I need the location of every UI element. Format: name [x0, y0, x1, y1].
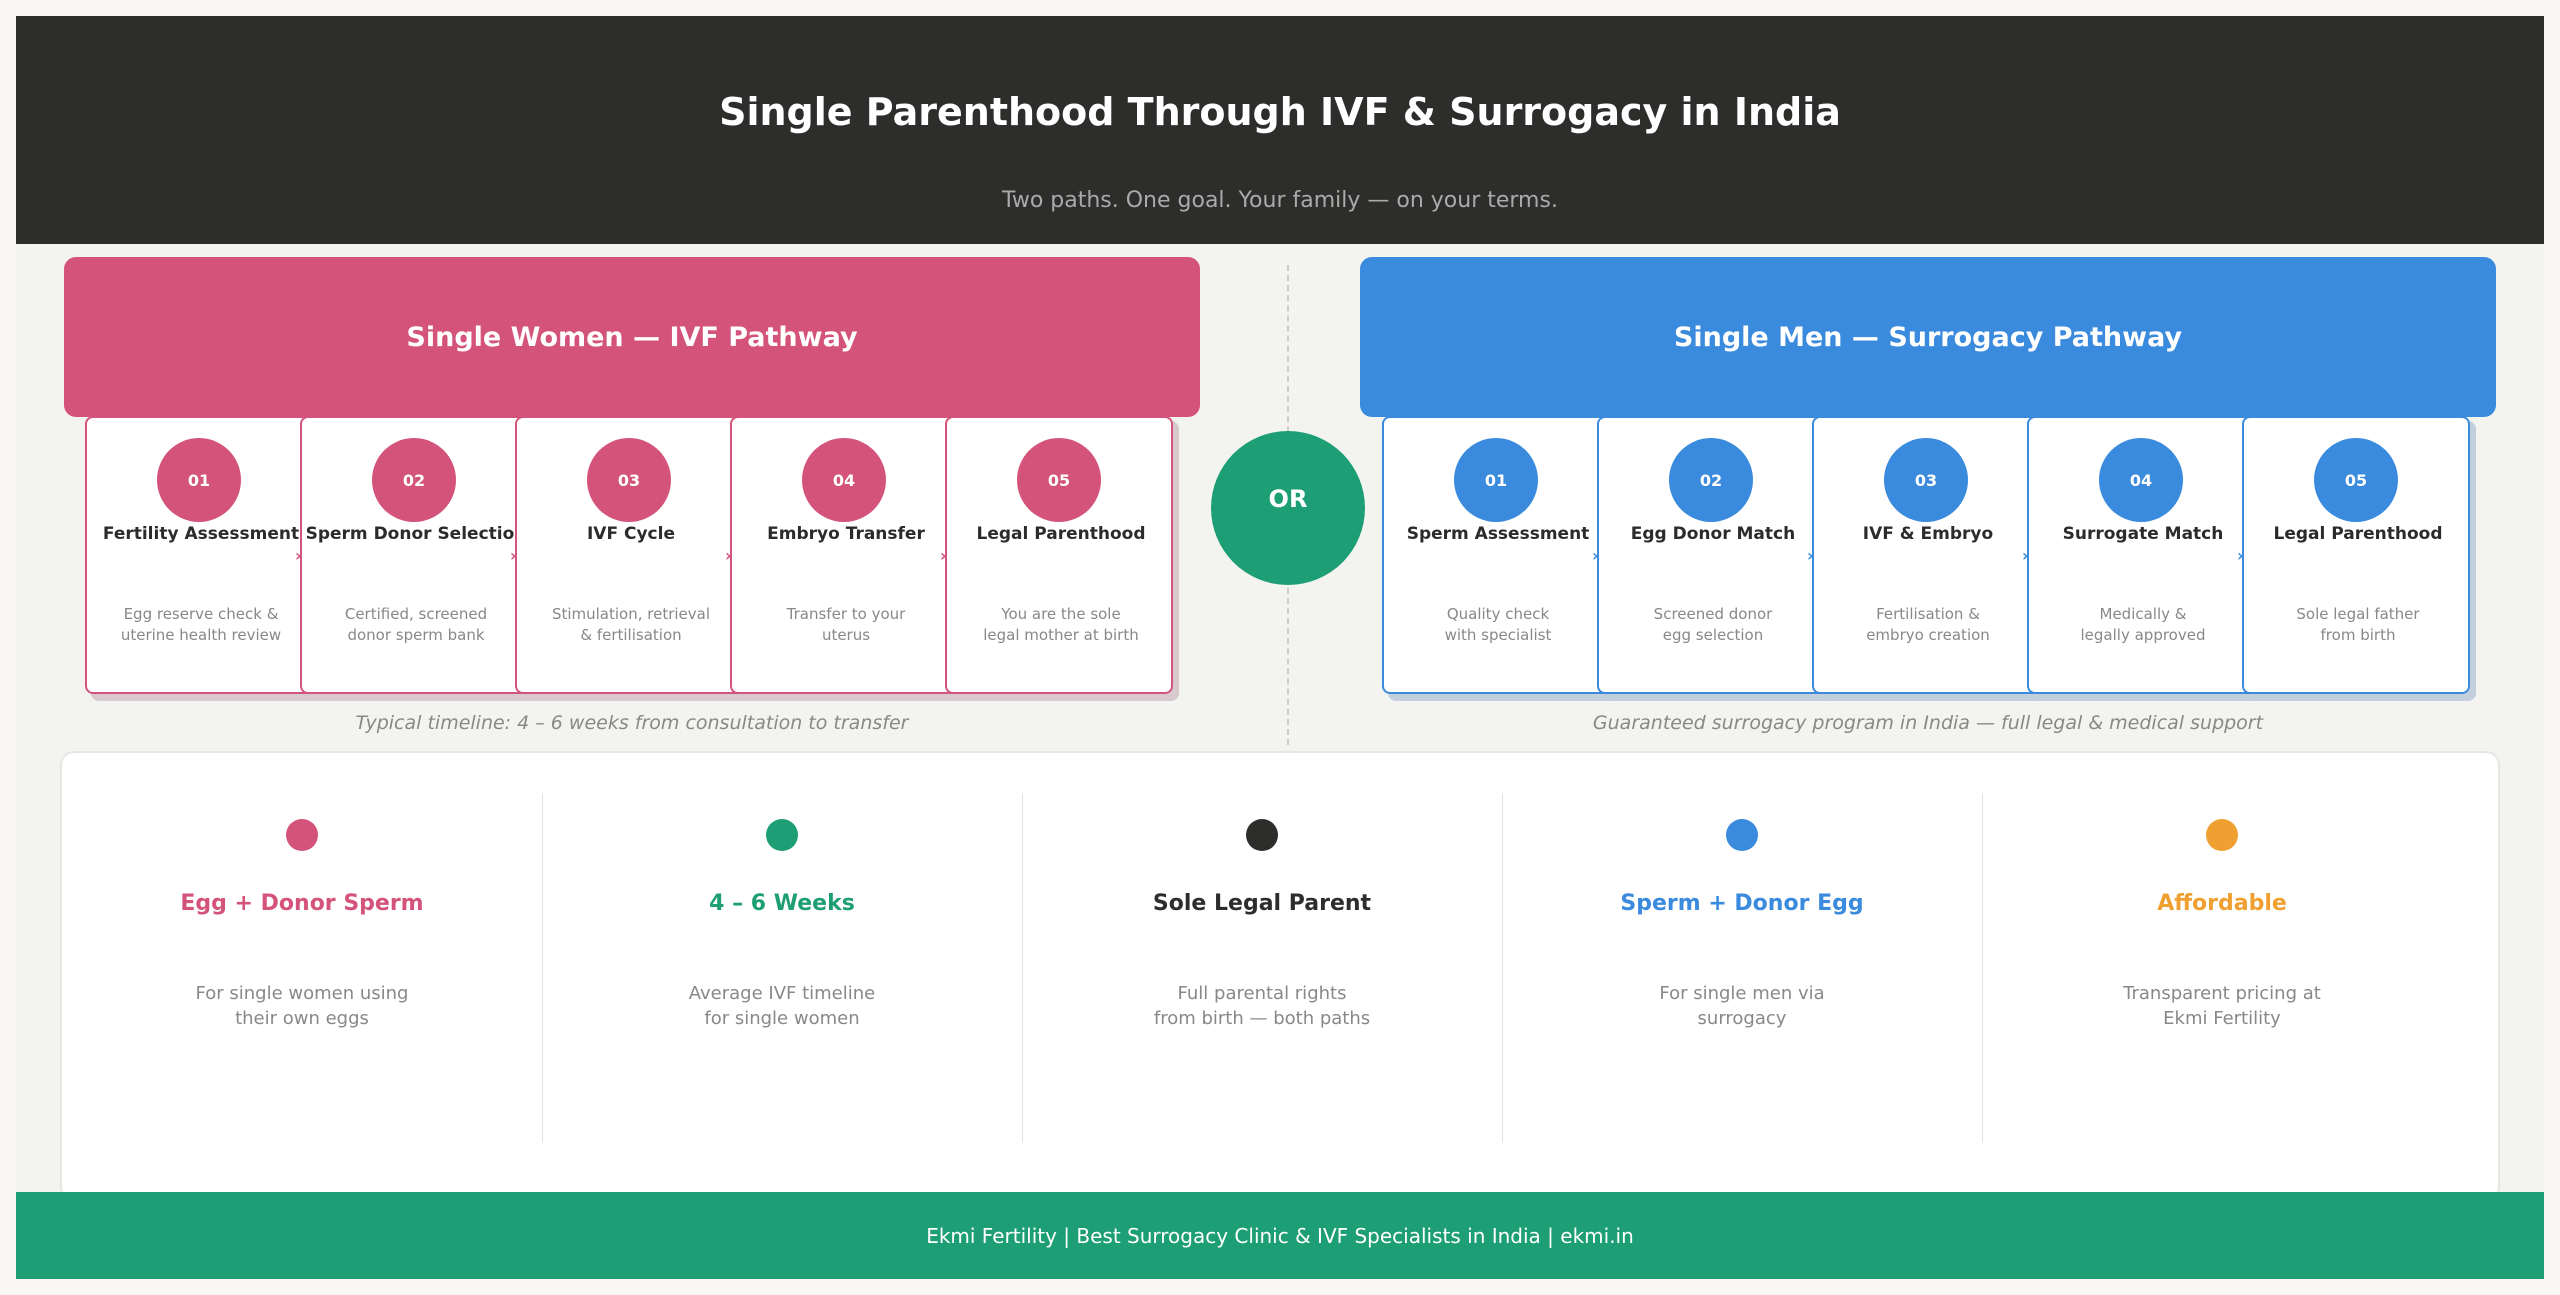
summary-title: 4 – 6 Weeks	[709, 891, 855, 916]
summary-title: Affordable	[2157, 891, 2287, 916]
step-number-badge: 04	[802, 438, 886, 522]
summary-item: Sole Legal Parent Full parental rights f…	[1022, 753, 1502, 1193]
men-step-card: 05 Legal Parenthood Sole legal father fr…	[2242, 416, 2470, 694]
step-description: You are the sole legal mother at birth	[983, 605, 1139, 644]
column-divider	[1502, 793, 1503, 1143]
step-number-badge: 01	[1454, 438, 1538, 522]
step-description: Fertilisation & embryo creation	[1866, 605, 1990, 644]
step-description: Screened donor egg selection	[1653, 605, 1773, 644]
summary-title: Sperm + Donor Egg	[1620, 891, 1864, 916]
step-number-badge: 02	[1669, 438, 1753, 522]
women-pathway-banner: Single Women — IVF Pathway	[64, 257, 1200, 417]
step-number-badge: 02	[372, 438, 456, 522]
step-description: Quality check with specialist	[1444, 605, 1552, 644]
summary-description: For single men via surrogacy	[1659, 983, 1825, 1029]
step-title: Fertility Assessment	[102, 524, 300, 544]
men-step-card: 01 Sperm Assessment Quality check with s…	[1382, 416, 1610, 694]
summary-panel: Egg + Donor Sperm For single women using…	[60, 751, 2500, 1201]
page-subtitle: Two paths. One goal. Your family — on yo…	[1002, 188, 1558, 213]
step-number-badge: 03	[587, 438, 671, 522]
step-title: Egg Donor Match	[1630, 524, 1796, 544]
women-timeline-note: Typical timeline: 4 – 6 weeks from consu…	[355, 712, 909, 734]
step-title: Surrogate Match	[2062, 524, 2224, 544]
summary-dot-icon	[1246, 819, 1278, 851]
women-step-card: 05 Legal Parenthood You are the sole leg…	[945, 416, 1173, 694]
summary-description: For single women using their own eggs	[195, 983, 409, 1029]
chevron-right-icon: ›	[1592, 546, 1599, 565]
summary-item: Sperm + Donor Egg For single men via sur…	[1502, 753, 1982, 1193]
step-title: Embryo Transfer	[767, 524, 925, 544]
step-description: Stimulation, retrieval & fertilisation	[551, 605, 711, 644]
footer: Ekmi Fertility | Best Surrogacy Clinic &…	[16, 1192, 2544, 1279]
step-description: Sole legal father from birth	[2296, 605, 2420, 644]
column-divider	[1022, 793, 1023, 1143]
step-description: Egg reserve check & uterine health revie…	[120, 605, 282, 644]
chevron-right-icon: ›	[295, 546, 302, 565]
summary-title: Egg + Donor Sperm	[180, 891, 424, 916]
summary-dot-icon	[766, 819, 798, 851]
step-number-badge: 01	[157, 438, 241, 522]
step-number-badge: 05	[2314, 438, 2398, 522]
step-description: Certified, screened donor sperm bank	[344, 605, 488, 644]
step-title: Sperm Assessment	[1406, 524, 1590, 544]
step-title: IVF & Embryo	[1862, 524, 1994, 544]
column-divider	[1982, 793, 1983, 1143]
summary-item: Egg + Donor Sperm For single women using…	[62, 753, 542, 1193]
step-title: Sperm Donor Selection	[305, 524, 527, 544]
chevron-right-icon: ›	[1807, 546, 1814, 565]
summary-dot-icon	[1726, 819, 1758, 851]
step-description: Medically & legally approved	[2080, 605, 2206, 644]
step-number-badge: 03	[1884, 438, 1968, 522]
summary-dot-icon	[2206, 819, 2238, 851]
summary-description: Average IVF timeline for single women	[688, 983, 876, 1029]
step-title: IVF Cycle	[586, 524, 675, 544]
chevron-right-icon: ›	[725, 546, 732, 565]
step-number-badge: 05	[1017, 438, 1101, 522]
column-divider	[542, 793, 543, 1143]
step-title: Legal Parenthood	[976, 524, 1146, 544]
women-step-card: 02 Sperm Donor Selection Certified, scre…	[300, 416, 528, 694]
chevron-right-icon: ›	[2022, 546, 2029, 565]
summary-dot-icon	[286, 819, 318, 851]
page-title: Single Parenthood Through IVF & Surrogac…	[719, 90, 1841, 134]
step-description: Transfer to your uterus	[786, 605, 906, 644]
women-step-card: 01 Fertility Assessment Egg reserve chec…	[85, 416, 313, 694]
step-title: Legal Parenthood	[2273, 524, 2443, 544]
header-band: Single Parenthood Through IVF & Surrogac…	[16, 16, 2544, 244]
summary-title: Sole Legal Parent	[1152, 891, 1372, 916]
women-step-card: 03 IVF Cycle Stimulation, retrieval & fe…	[515, 416, 743, 694]
chevron-right-icon: ›	[510, 546, 517, 565]
men-timeline-note: Guaranteed surrogacy program in India — …	[1592, 712, 2264, 734]
step-number-badge: 04	[2099, 438, 2183, 522]
men-pathway-banner: Single Men — Surrogacy Pathway	[1360, 257, 2496, 417]
men-step-card: 03 IVF & Embryo Fertilisation & embryo c…	[1812, 416, 2040, 694]
chevron-right-icon: ›	[940, 546, 947, 565]
chevron-right-icon: ›	[2237, 546, 2244, 565]
summary-item: Affordable Transparent pricing at Ekmi F…	[1982, 753, 2462, 1193]
women-step-card: 04 Embryo Transfer Transfer to your uter…	[730, 416, 958, 694]
summary-description: Full parental rights from birth — both p…	[1153, 983, 1371, 1029]
summary-item: 4 – 6 Weeks Average IVF timeline for sin…	[542, 753, 1022, 1193]
men-step-card: 04 Surrogate Match Medically & legally a…	[2027, 416, 2255, 694]
men-step-card: 02 Egg Donor Match Screened donor egg se…	[1597, 416, 1825, 694]
summary-description: Transparent pricing at Ekmi Fertility	[2123, 983, 2321, 1029]
or-badge: OR	[1211, 431, 1365, 585]
